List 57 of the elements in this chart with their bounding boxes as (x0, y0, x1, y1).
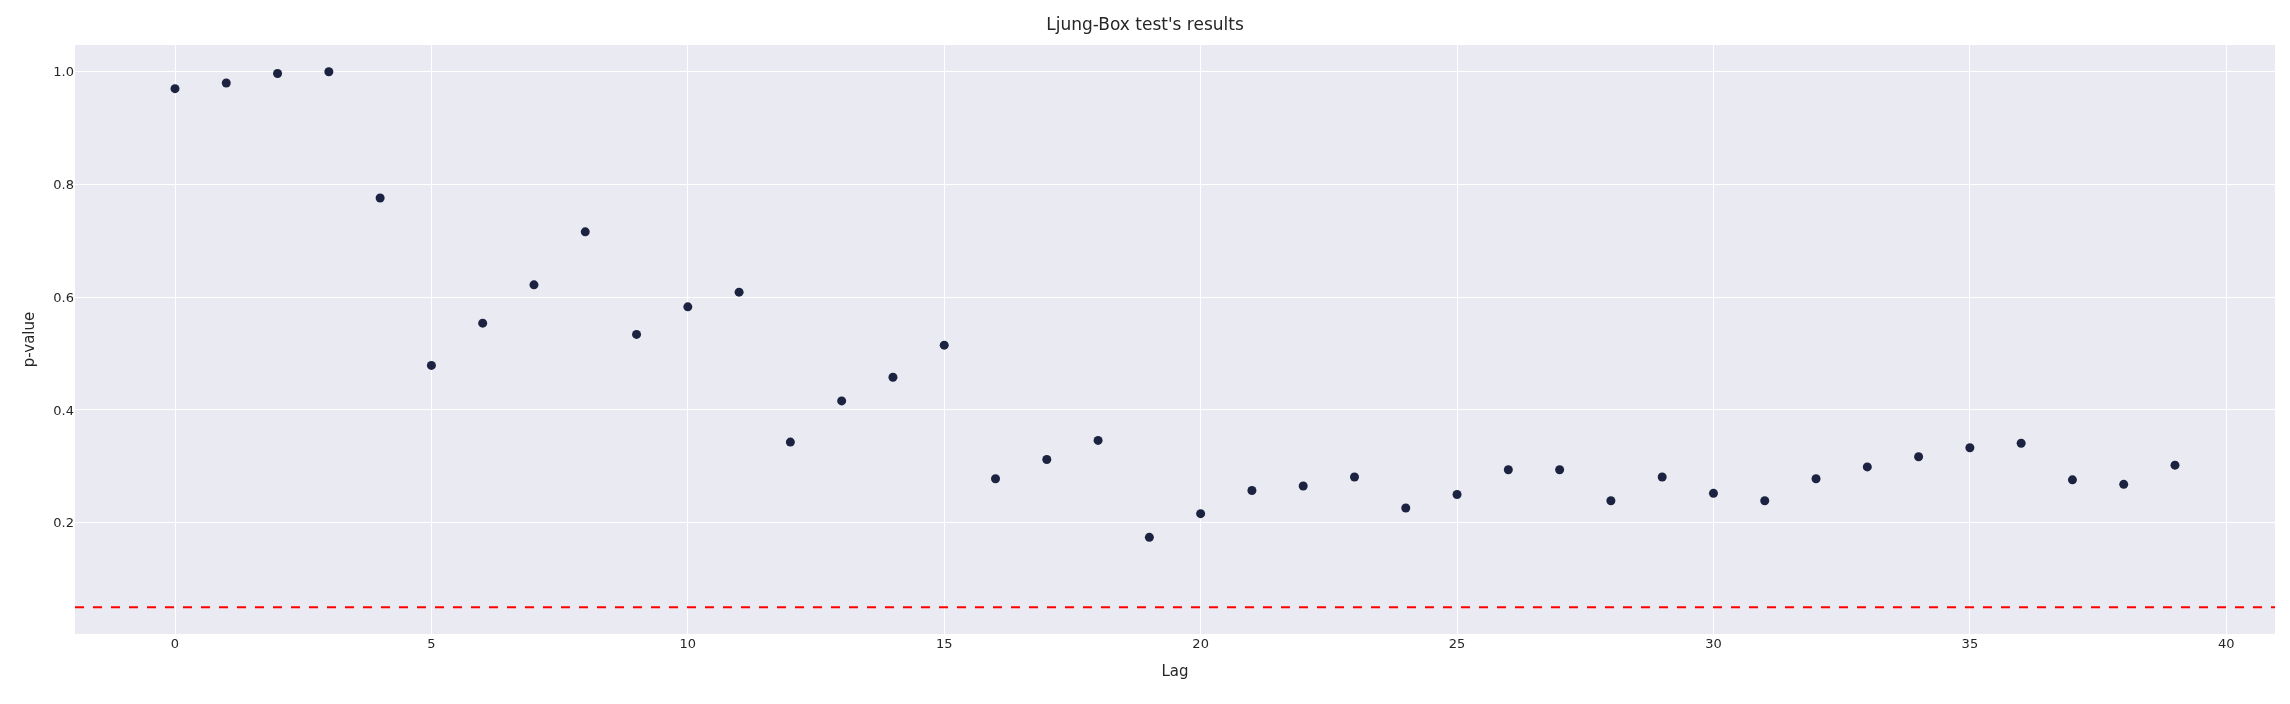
x-tick-label: 40 (2218, 636, 2235, 651)
point (1606, 496, 1616, 506)
y-tick-label: 0.4 (53, 402, 74, 418)
point (1093, 435, 1103, 445)
point (1452, 490, 1462, 499)
x-tick-label: 35 (1961, 636, 1979, 651)
point (2170, 460, 2180, 470)
point (683, 302, 693, 312)
point (2016, 438, 2026, 448)
point (1657, 472, 1667, 482)
point (426, 360, 436, 370)
point (632, 329, 642, 339)
point (273, 68, 283, 78)
point (1196, 509, 1206, 519)
y-axis-title: p-value (19, 311, 38, 368)
y-tick-label: 1.0 (53, 64, 74, 80)
x-tick-label: 0 (170, 636, 180, 651)
x-tick-label: 30 (1705, 636, 1722, 651)
chart-title: Ljung-Box test's results (1046, 13, 1244, 34)
point (1042, 455, 1052, 465)
point (1862, 462, 1872, 472)
x-tick-label: 25 (1448, 636, 1466, 651)
point (580, 227, 590, 237)
point (1965, 443, 1975, 453)
point (478, 318, 488, 328)
point (1760, 496, 1770, 506)
x-tick-label: 20 (1192, 636, 1209, 651)
point (785, 437, 795, 447)
x-tick-label: 10 (679, 636, 697, 651)
point (1349, 472, 1359, 482)
point (2067, 475, 2077, 485)
point (939, 340, 949, 350)
point (1298, 481, 1308, 491)
y-tick-label: 0.2 (53, 515, 74, 531)
point (1555, 465, 1565, 475)
y-tick-label: 0.8 (53, 177, 74, 193)
point (837, 396, 847, 406)
point (1914, 452, 1924, 462)
point (375, 193, 385, 203)
point (324, 67, 334, 77)
point (170, 84, 180, 94)
x-axis-title: Lag (1161, 662, 1189, 680)
point (1811, 474, 1821, 484)
point (991, 474, 1001, 484)
y-tick-label: 0.6 (53, 289, 74, 305)
point (1401, 503, 1411, 513)
point (2119, 479, 2129, 489)
x-tick-label: 15 (935, 636, 953, 651)
point (529, 280, 539, 290)
point (1144, 532, 1154, 542)
point (734, 287, 744, 297)
x-tick-label: 5 (427, 636, 436, 651)
point (1247, 486, 1257, 496)
point (221, 78, 231, 88)
point (1503, 465, 1513, 475)
point (1708, 488, 1718, 498)
point (888, 372, 898, 382)
